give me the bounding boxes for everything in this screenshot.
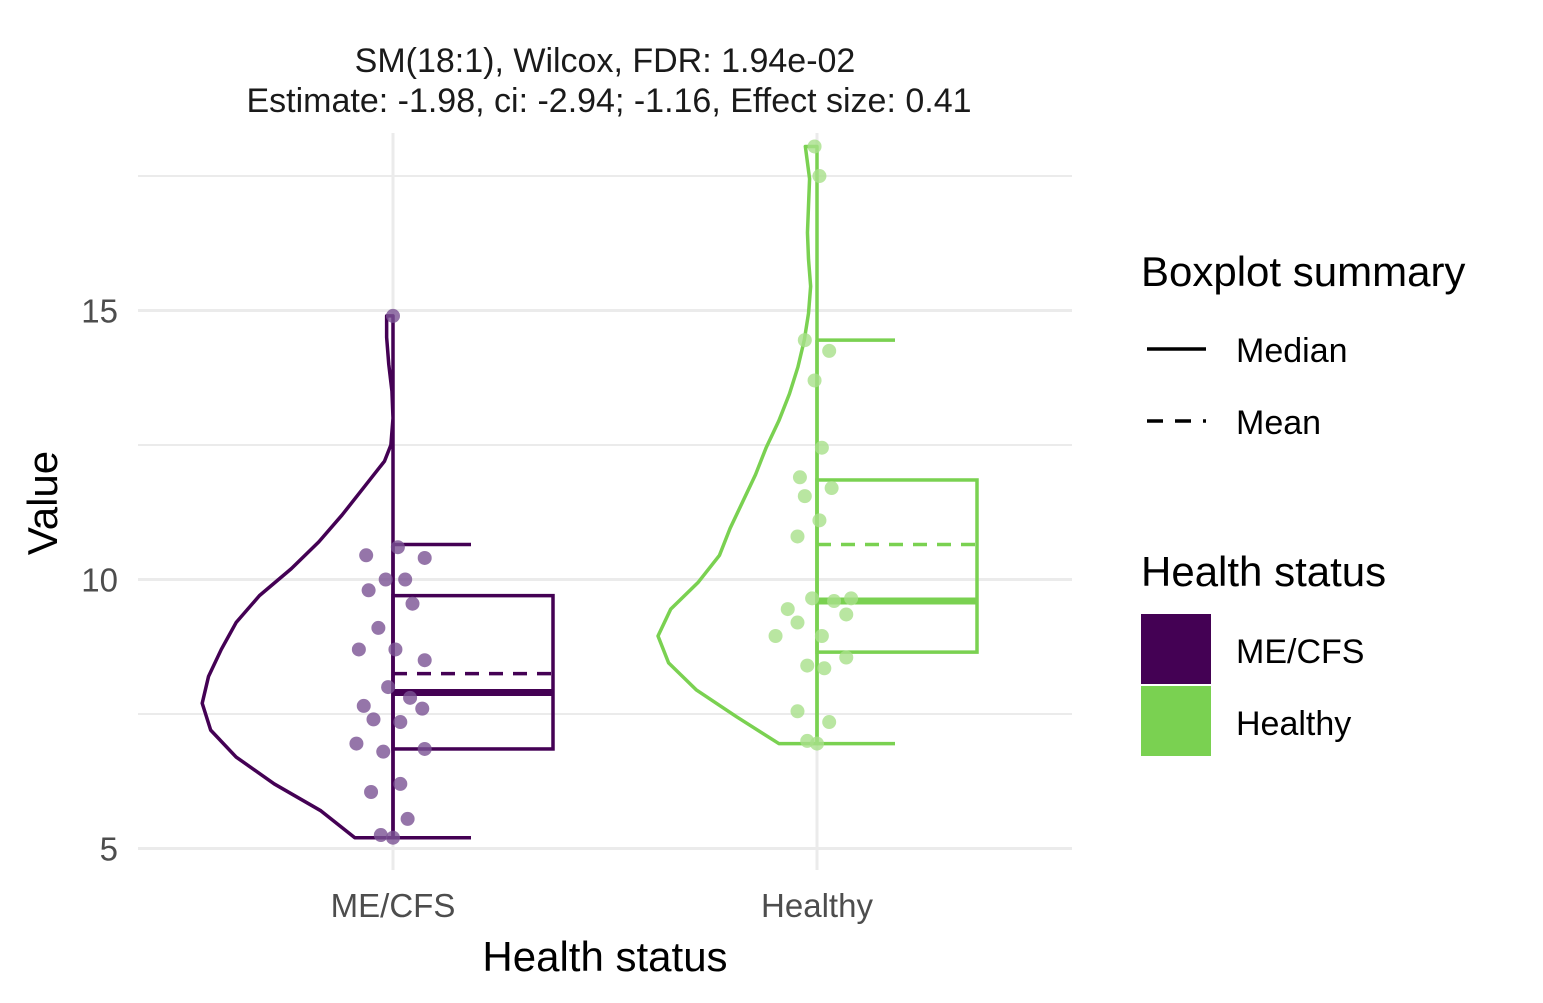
data-point bbox=[361, 583, 376, 598]
data-point bbox=[824, 481, 839, 496]
legend-title-boxplot-summary: Boxplot summary bbox=[1141, 248, 1465, 295]
data-point bbox=[810, 736, 824, 751]
data-point bbox=[807, 139, 822, 154]
data-point bbox=[827, 594, 842, 609]
data-point bbox=[393, 715, 408, 730]
data-point bbox=[356, 698, 371, 713]
data-point bbox=[393, 776, 408, 791]
chart-title-line-1: SM(18:1), Wilcox, FDR: 1.94e-02 bbox=[355, 42, 856, 80]
data-point bbox=[839, 650, 854, 665]
data-point bbox=[373, 828, 388, 843]
data-point bbox=[768, 628, 783, 643]
data-point bbox=[376, 744, 391, 759]
x-axis-ticks: ME/CFS Healthy bbox=[331, 887, 874, 924]
legend-label-mecfs: ME/CFS bbox=[1236, 633, 1364, 671]
grid-lines bbox=[138, 133, 1072, 870]
data-point bbox=[381, 680, 396, 695]
data-point bbox=[349, 736, 364, 751]
legend-swatch-healthy bbox=[1141, 686, 1211, 756]
data-point bbox=[800, 658, 815, 673]
data-point bbox=[351, 642, 366, 657]
x-axis-title: Health status bbox=[482, 933, 727, 980]
data-point bbox=[780, 602, 795, 617]
x-tick-label: Healthy bbox=[761, 887, 873, 924]
x-tick-label: ME/CFS bbox=[331, 887, 456, 924]
data-point bbox=[790, 704, 805, 719]
data-point bbox=[812, 513, 827, 528]
legend-title-health-status: Health status bbox=[1141, 548, 1386, 595]
data-point bbox=[366, 712, 381, 727]
data-point bbox=[371, 620, 386, 635]
data-point bbox=[822, 343, 837, 358]
data-point bbox=[790, 615, 805, 630]
data-point bbox=[807, 373, 822, 388]
data-point bbox=[797, 489, 812, 504]
data-point bbox=[386, 308, 400, 323]
data-point bbox=[417, 741, 432, 756]
violin-healthy bbox=[656, 144, 819, 746]
data-point bbox=[817, 661, 832, 676]
data-points bbox=[349, 139, 859, 845]
data-point bbox=[390, 540, 405, 555]
data-point bbox=[386, 830, 400, 845]
data-point bbox=[398, 572, 413, 587]
data-point bbox=[805, 591, 820, 606]
legend-label-median: Median bbox=[1236, 332, 1348, 370]
data-point bbox=[792, 470, 807, 485]
data-point bbox=[790, 529, 805, 544]
y-tick-label: 5 bbox=[100, 830, 118, 867]
data-point bbox=[364, 784, 379, 799]
legend-label-mean: Mean bbox=[1236, 404, 1321, 442]
data-point bbox=[417, 550, 432, 565]
data-point bbox=[814, 628, 829, 643]
data-point bbox=[378, 572, 393, 587]
legend: Boxplot summary Median Mean Health status ME… bbox=[1141, 248, 1465, 756]
data-point bbox=[405, 596, 420, 611]
data-point bbox=[844, 591, 859, 606]
y-tick-label: 15 bbox=[81, 293, 118, 330]
violins bbox=[200, 144, 819, 840]
y-axis-title: Value bbox=[19, 451, 66, 555]
chart-title-line-2: Estimate: -1.98, ci: -2.94; -1.16, Effec… bbox=[246, 82, 971, 120]
y-axis-ticks: 5 10 15 bbox=[81, 293, 118, 868]
boxplots bbox=[391, 338, 979, 840]
data-point bbox=[359, 548, 374, 563]
violin-mecfs bbox=[200, 314, 395, 840]
data-point bbox=[417, 653, 432, 668]
box-healthy bbox=[815, 478, 979, 654]
data-point bbox=[814, 440, 829, 455]
legend-label-healthy: Healthy bbox=[1236, 705, 1351, 743]
data-point bbox=[839, 607, 854, 622]
data-point bbox=[388, 642, 403, 657]
data-point bbox=[400, 811, 415, 826]
data-point bbox=[822, 715, 837, 730]
data-point bbox=[797, 333, 812, 348]
legend-swatch-mecfs bbox=[1141, 614, 1211, 684]
data-point bbox=[415, 701, 430, 716]
data-point bbox=[812, 169, 827, 184]
data-point bbox=[403, 690, 418, 705]
y-tick-label: 10 bbox=[81, 562, 118, 599]
